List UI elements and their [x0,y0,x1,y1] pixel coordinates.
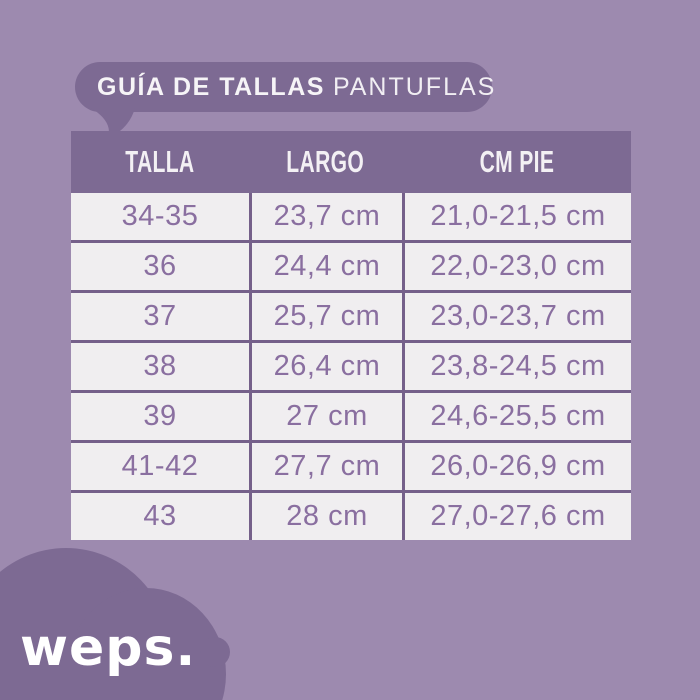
cell-cm-pie: 22,0-23,0 cm [402,243,631,290]
cell-talla: 41-42 [71,443,249,490]
cell-talla: 36 [71,243,249,290]
title-bubble: GUÍA DE TALLAS PANTUFLAS [75,62,494,112]
cell-largo: 26,4 cm [249,343,402,390]
size-table: TALLA LARGO CM PIE 34-35 23,7 cm 21,0-21… [71,131,631,540]
table-row: 34-35 23,7 cm 21,0-21,5 cm [71,193,631,240]
cell-cm-pie: 27,0-27,6 cm [402,493,631,540]
page-title: GUÍA DE TALLAS [97,72,325,101]
cell-largo: 27,7 cm [249,443,402,490]
cell-largo: 27 cm [249,393,402,440]
page-subtitle: PANTUFLAS [332,72,497,101]
brand-cloud-icon [0,548,230,700]
table-row: 41-42 27,7 cm 26,0-26,9 cm [71,440,631,490]
table-row: 38 26,4 cm 23,8-24,5 cm [71,340,631,390]
table-header-row: TALLA LARGO CM PIE [71,131,631,193]
cell-talla: 37 [71,293,249,340]
cell-largo: 24,4 cm [249,243,402,290]
cell-cm-pie: 23,8-24,5 cm [402,343,631,390]
table-row: 36 24,4 cm 22,0-23,0 cm [71,240,631,290]
cell-talla: 43 [71,493,249,540]
column-header-cm-pie: CM PIE [479,144,554,179]
column-header-largo: LARGO [286,144,365,179]
cell-cm-pie: 26,0-26,9 cm [402,443,631,490]
cell-talla: 34-35 [71,193,249,240]
cell-cm-pie: 24,6-25,5 cm [402,393,631,440]
cell-largo: 28 cm [249,493,402,540]
column-header-talla: TALLA [125,144,195,179]
cell-talla: 38 [71,343,249,390]
cell-largo: 25,7 cm [249,293,402,340]
cell-talla: 39 [71,393,249,440]
cell-cm-pie: 23,0-23,7 cm [402,293,631,340]
table-row: 43 28 cm 27,0-27,6 cm [71,490,631,540]
cell-largo: 23,7 cm [249,193,402,240]
cell-cm-pie: 21,0-21,5 cm [402,193,631,240]
brand-logo: weps. [20,618,197,678]
table-row: 39 27 cm 24,6-25,5 cm [71,390,631,440]
table-row: 37 25,7 cm 23,0-23,7 cm [71,290,631,340]
speech-bubble-tail-icon [91,108,135,139]
